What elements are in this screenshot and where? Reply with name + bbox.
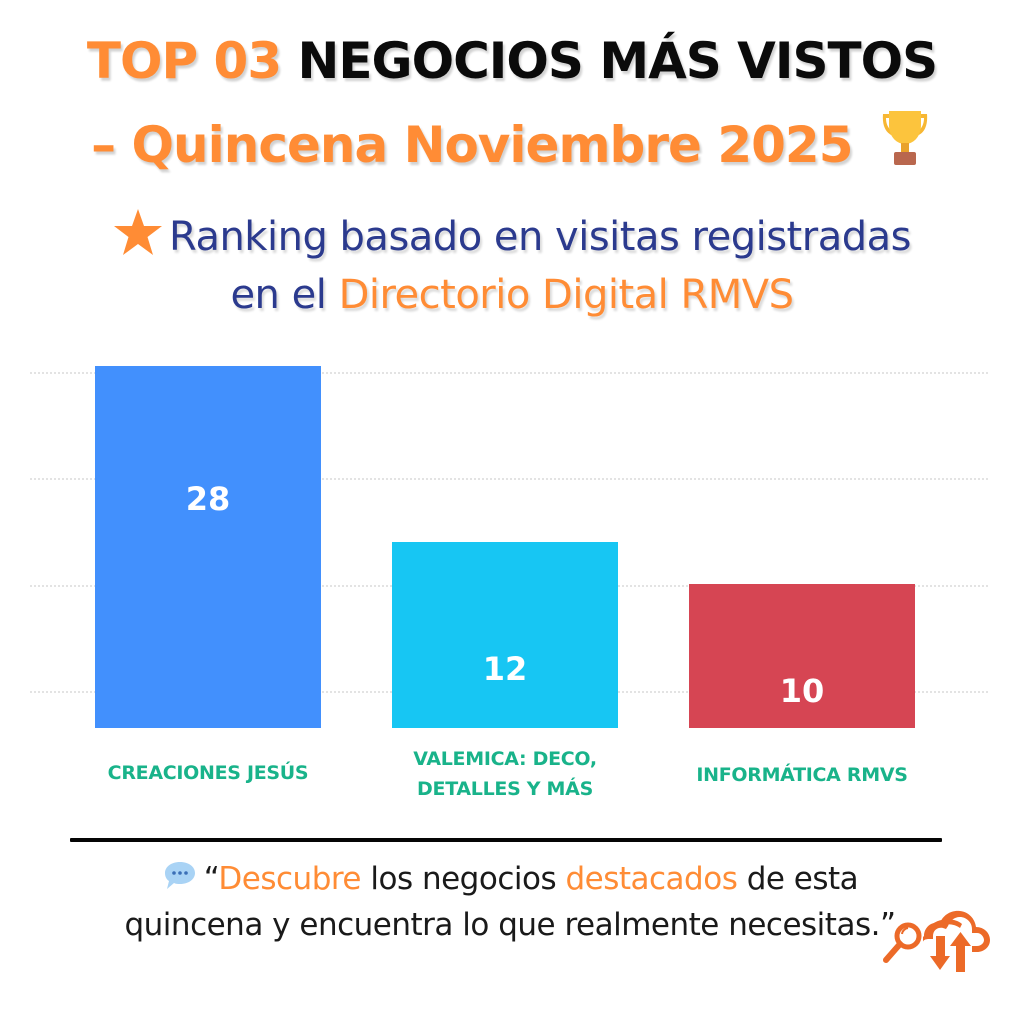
quote-highlight-2: destacados — [565, 861, 738, 897]
bar-valemica: 12 — [392, 542, 618, 728]
bar-chart: 28 12 10 CREACIONES JESÚS VALEMICA: DECO… — [30, 366, 988, 804]
quote-mark: “ — [203, 861, 219, 897]
page-title-line-1: TOP 03 NEGOCIOS MÁS VISTOS — [0, 32, 1024, 90]
star-icon — [114, 209, 163, 255]
quote-text-2: de esta quincena y encuentra lo que real… — [124, 861, 896, 943]
title-period: – Quincena Noviembre 2025 — [91, 116, 853, 174]
bar-creaciones-jesus: 28 — [95, 366, 321, 728]
subtitle-prefix: en el — [230, 272, 327, 318]
subtitle-highlight: Directorio Digital RMVS — [338, 272, 794, 318]
category-label: CREACIONES JESÚS — [58, 758, 358, 788]
quote-highlight-1: Descubre — [218, 861, 362, 897]
gridline — [30, 478, 988, 480]
subtitle-line-1: Ranking basado en visitas registradas — [0, 208, 1024, 260]
search-cloud-transfer-icon — [883, 910, 990, 972]
divider — [70, 838, 942, 842]
subtitle-text: Ranking basado en visitas registradas — [169, 214, 911, 260]
gridline — [30, 372, 988, 374]
title-main: NEGOCIOS MÁS VISTOS — [297, 32, 939, 90]
category-label: VALEMICA: DECO, DETALLES Y MÁS — [355, 744, 655, 804]
category-label-line: DETALLES Y MÁS — [417, 778, 593, 800]
speech-bubble-icon — [164, 862, 195, 889]
category-label-line: CREACIONES JESÚS — [107, 762, 309, 784]
title-highlight: TOP 03 — [86, 32, 282, 90]
bar-value: 12 — [482, 650, 528, 688]
quote-text-1: los negocios — [361, 861, 566, 897]
subtitle-line-2: en el Directorio Digital RMVS — [0, 272, 1024, 318]
footer-quote: “Descubre los negocios destacados de est… — [100, 856, 920, 948]
bar-value: 10 — [779, 672, 825, 710]
bar-value: 28 — [185, 480, 231, 518]
category-label: INFORMÁTICA RMVS — [652, 760, 952, 790]
page-title-line-2: – Quincena Noviembre 2025 — [0, 108, 1024, 174]
category-label-line: VALEMICA: DECO, — [413, 748, 597, 770]
category-label-line: INFORMÁTICA RMVS — [696, 764, 908, 786]
trophy-icon — [882, 111, 928, 165]
bar-informatica-rmvs: 10 — [689, 584, 915, 728]
